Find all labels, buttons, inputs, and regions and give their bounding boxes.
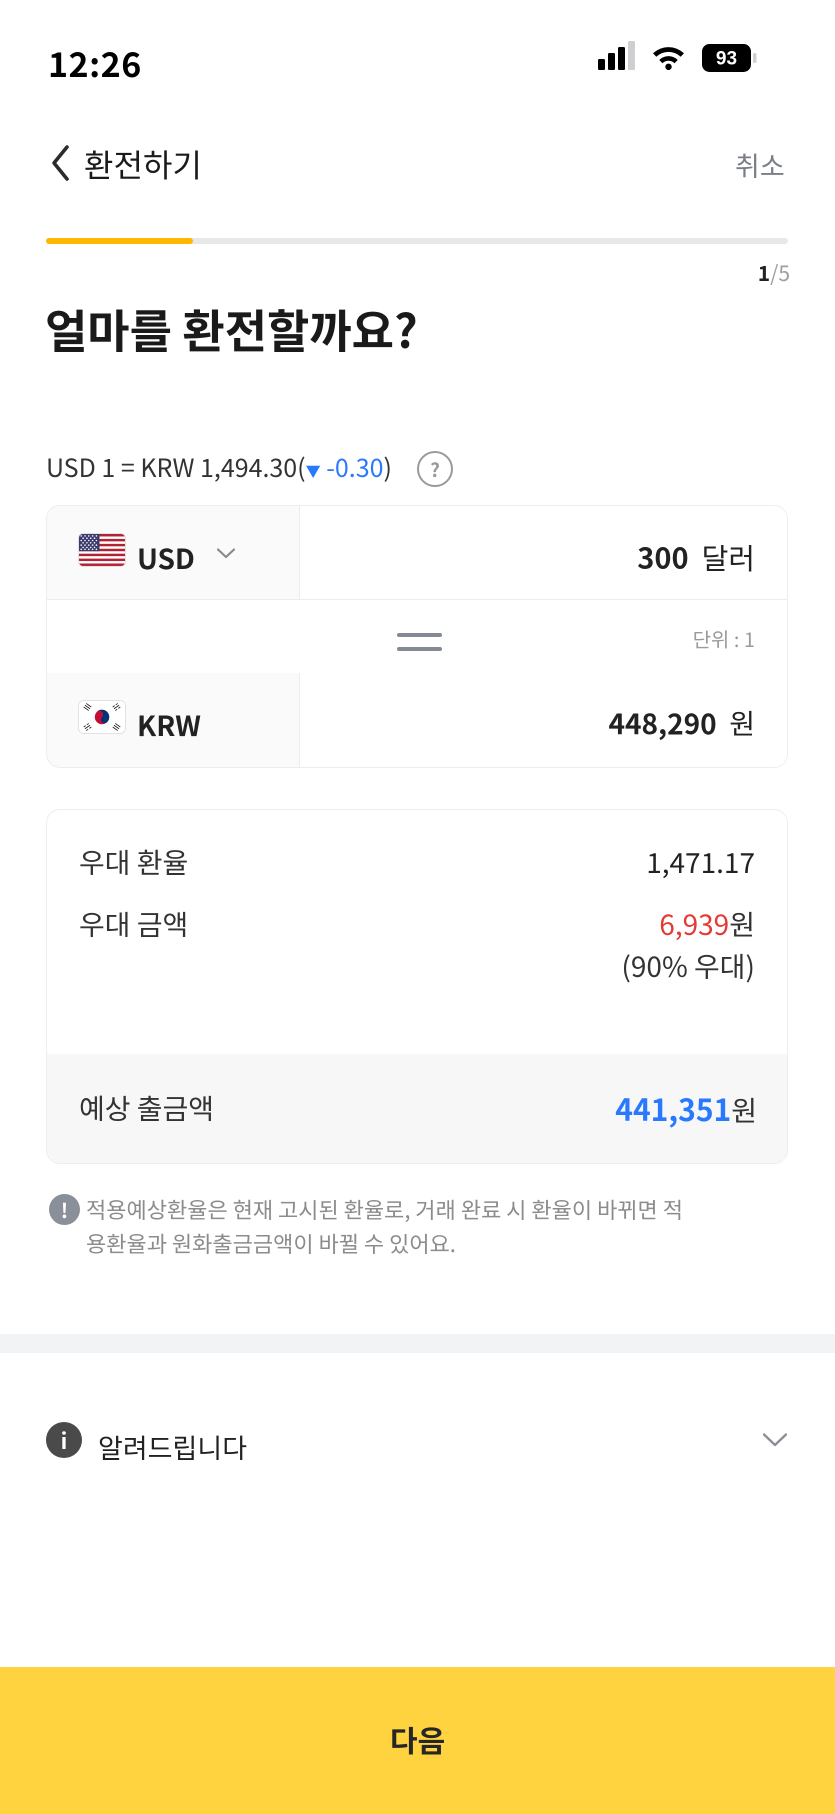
- svg-text:93: 93: [716, 49, 737, 70]
